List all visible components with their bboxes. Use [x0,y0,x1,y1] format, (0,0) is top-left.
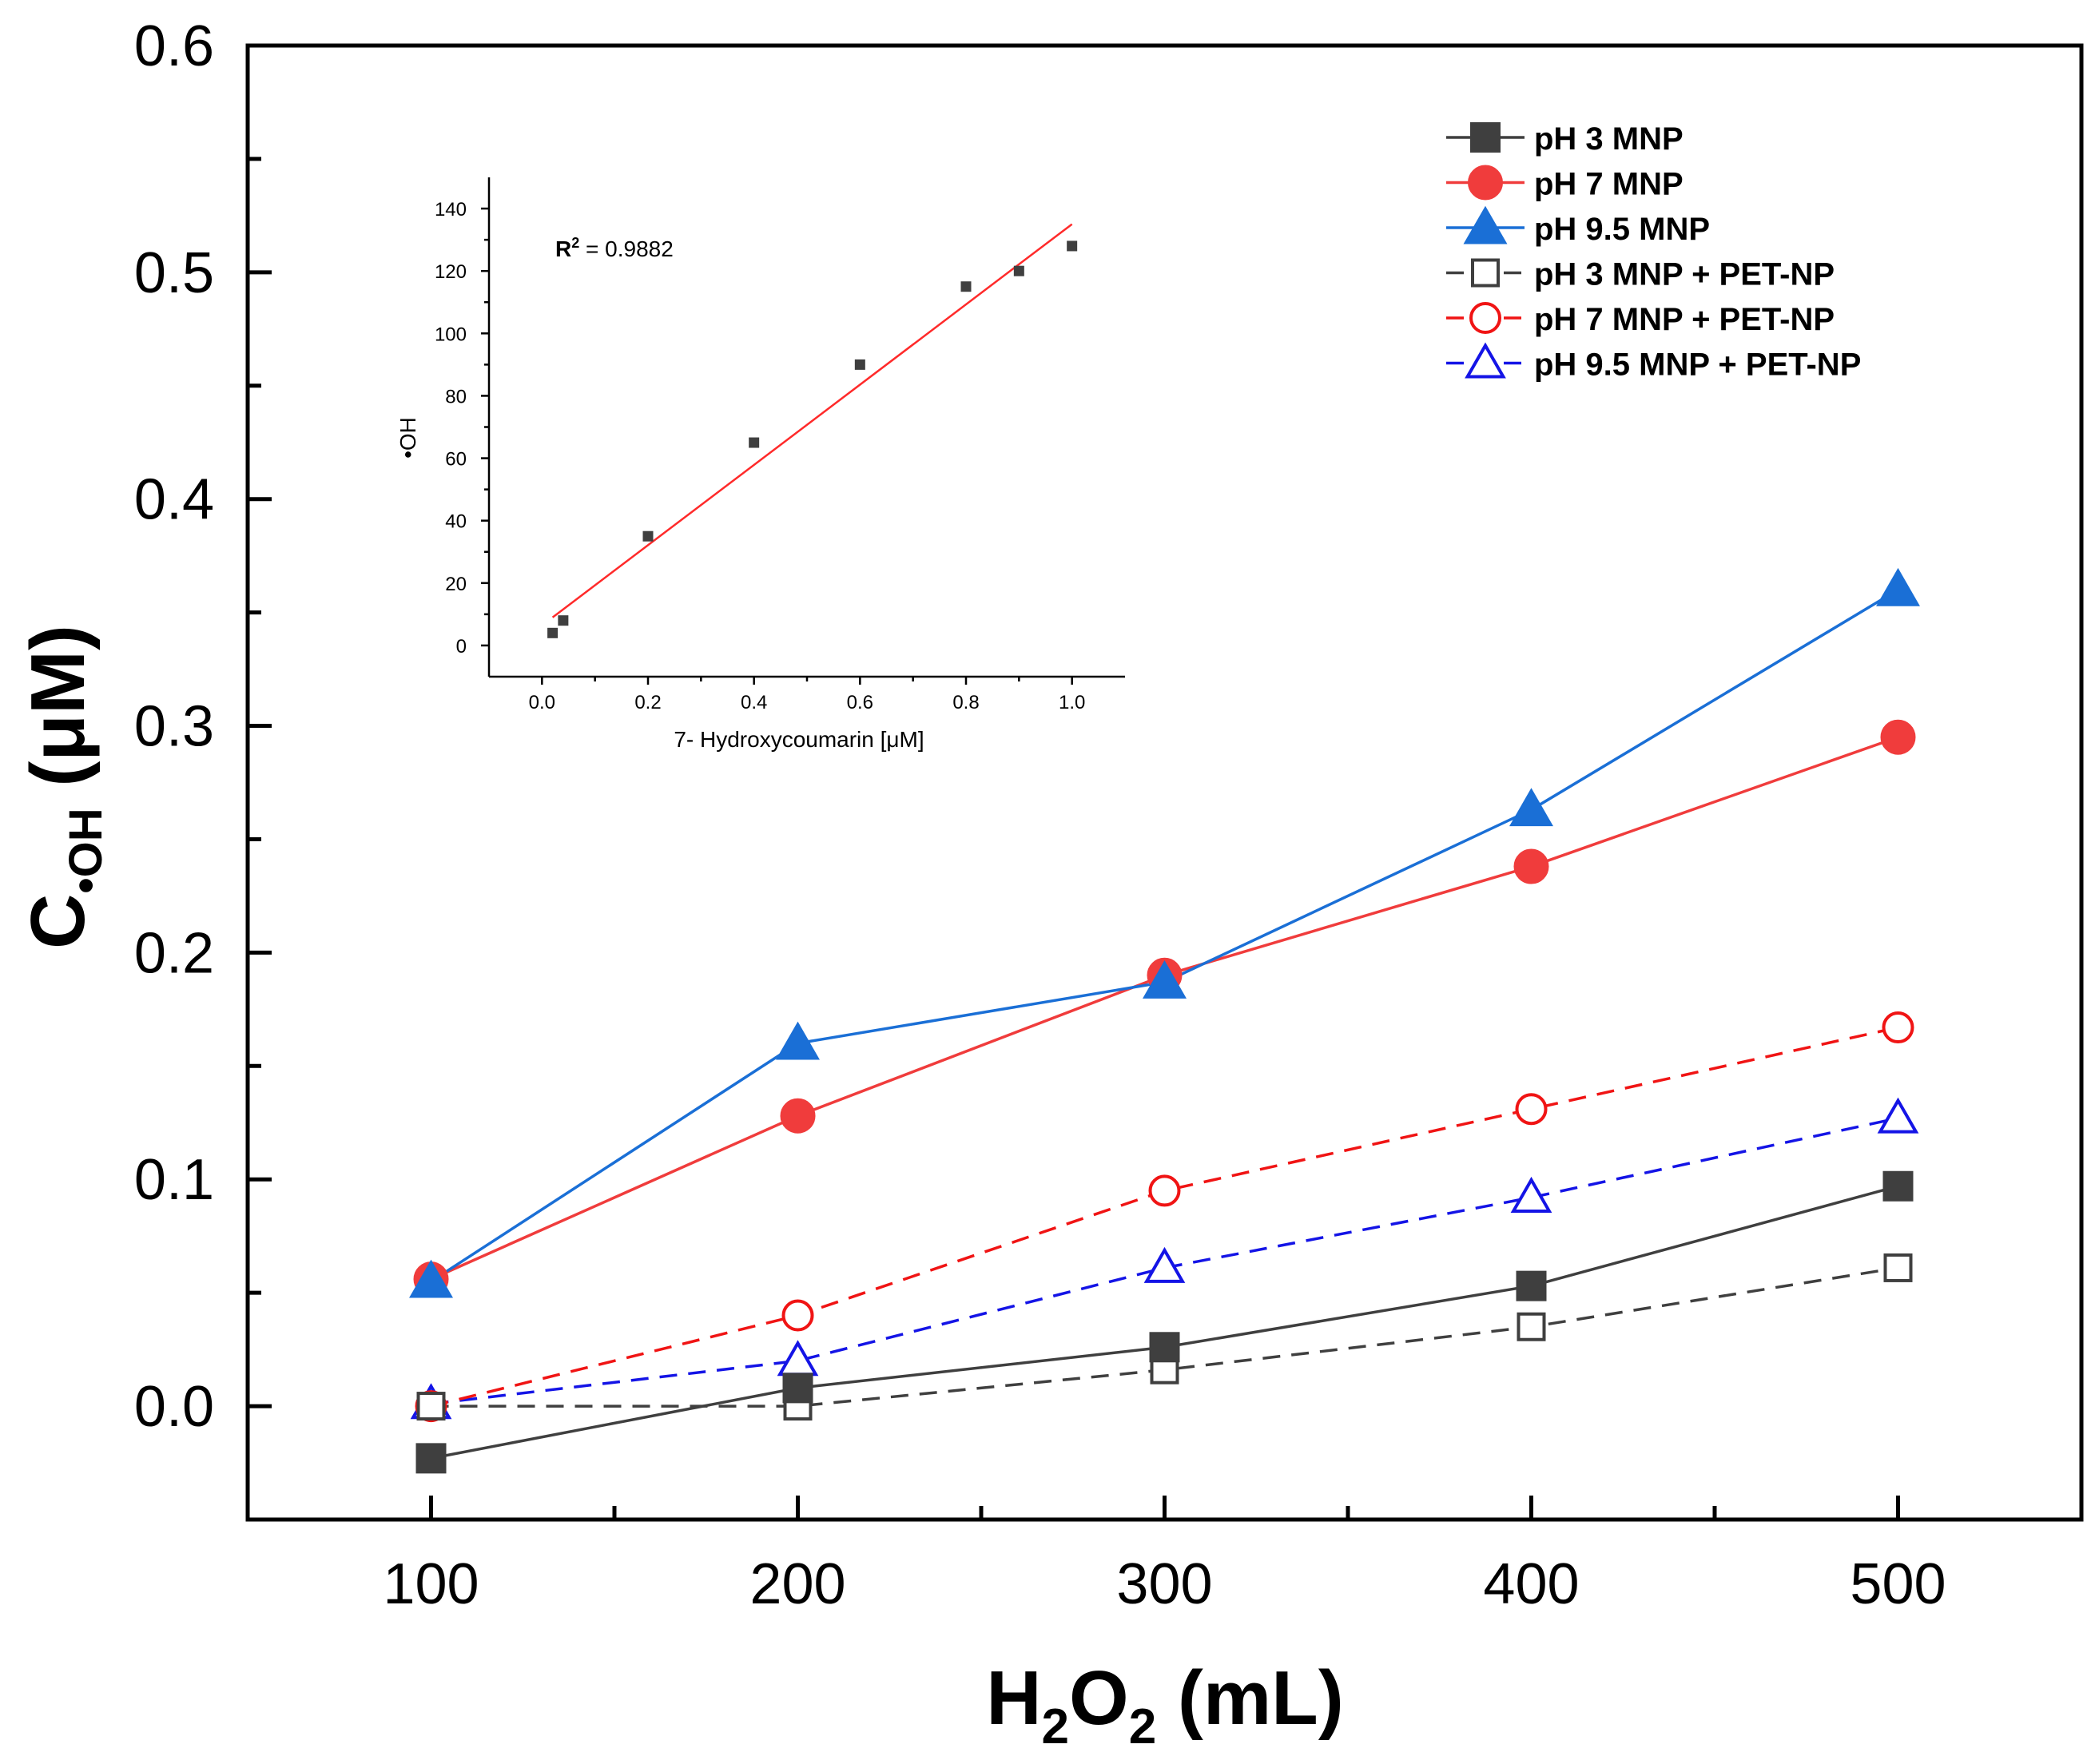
y-tick-label: 0.1 [134,1148,214,1212]
inset-x-tick-label: 0.2 [634,692,661,713]
inset-x-tick-label: 0.8 [952,692,979,713]
series-marker [1513,848,1549,884]
x-tick-label: 500 [1850,1552,1946,1616]
inset-axis-ticks: 0 20 40 60 80 100 120 140 0.0 0.2 0.4 0.6 0.8 1.0 [435,199,1085,713]
y-tick-label: 0.5 [134,241,214,305]
inset-fit-line [551,223,1073,618]
inset-y-tick-label: 100 [435,324,467,345]
series-marker [1882,1011,1914,1044]
inset-y-tick-label: 0 [456,636,467,658]
series-line [431,1116,1898,1405]
x-axis-title: H2O2 (mL) [986,1655,1344,1754]
series-marker [776,1021,820,1060]
inset-data-layer [547,223,1078,638]
series-marker [1516,1270,1547,1301]
legend-marker [1469,302,1501,334]
inset-data-point [1067,240,1078,252]
legend-label: pH 7 MNP [1534,167,1684,202]
y-axis-title: C•OH (μM) [15,625,112,949]
legend-label: pH 9.5 MNP + PET-NP [1534,348,1861,383]
series-marker [1149,1332,1180,1363]
legend-marker [1463,205,1508,244]
inset-x-axis-title: 7- Hydroxycoumarin [μM] [674,727,924,752]
series-marker [409,1259,453,1298]
inset-y-tick-label: 140 [435,199,467,220]
series-marker [1148,1174,1181,1207]
series-marker [1876,567,1920,606]
inset-x-tick-label: 0.0 [529,692,555,713]
series-marker [1877,1097,1919,1134]
inset-data-point [749,437,760,448]
series-marker [781,1299,814,1332]
inset-y-tick-label: 60 [445,449,467,471]
inset-data-point [854,359,865,370]
inset-chart: 0 20 40 60 80 100 120 140 0.0 0.2 0.4 0.6 0.8 1.0 R2 … [396,177,1125,752]
legend-marker [1468,165,1503,201]
legend-marker [1470,122,1501,153]
y-tick-label: 0.6 [134,14,214,78]
series-marker [1515,1093,1548,1126]
y-tick-label: 0.2 [134,921,214,985]
series-marker [782,1373,813,1404]
inset-y-tick-label: 40 [445,511,467,533]
legend-label: pH 3 MNP [1534,121,1684,157]
legend-label: pH 7 MNP + PET-NP [1534,302,1835,337]
series-marker [415,1443,447,1474]
x-tick-label: 300 [1116,1552,1212,1616]
legend-label: pH 9.5 MNP [1534,212,1710,247]
inset-x-tick-label: 0.6 [847,692,873,713]
series-marker [1510,1176,1552,1213]
series-marker [1880,719,1916,755]
inset-y-axis-title: •OH [396,417,420,459]
inset-y-tick-label: 80 [445,386,467,407]
main-series-layer [409,567,1920,1474]
y-tick-label: 0.4 [134,468,214,532]
legend-marker [1471,258,1500,288]
legend-label: pH 3 MNP + PET-NP [1534,257,1835,292]
series-marker [1143,1246,1186,1283]
series-marker [1883,1253,1913,1282]
y-tick-label: 0.3 [134,695,214,759]
series-marker [416,1392,446,1421]
series-marker [1882,1170,1914,1202]
inset-data-point [1013,265,1024,276]
inset-data-point [642,530,654,542]
inset-y-tick-label: 120 [435,261,467,283]
inset-data-point [547,627,559,638]
y-tick-label: 0.0 [134,1375,214,1439]
inset-x-tick-label: 0.4 [741,692,767,713]
legend: pH 3 MNP pH 7 MNP pH 9.5 MNP pH 3 MNP + PET… [1446,121,1861,383]
inset-y-tick-label: 20 [445,574,467,595]
inset-x-tick-label: 1.0 [1059,692,1085,713]
series-marker [1517,1312,1546,1341]
series-marker [1509,788,1553,827]
x-tick-label: 200 [749,1552,845,1616]
x-tick-label: 100 [383,1552,479,1616]
inset-data-point [558,615,569,626]
series-marker [780,1098,816,1134]
inset-r2-annotation: R2 = 0.9882 [555,235,674,261]
inset-data-point [960,281,972,292]
legend-marker [1465,342,1506,379]
series-marker [1143,959,1187,999]
x-tick-label: 400 [1483,1552,1579,1616]
